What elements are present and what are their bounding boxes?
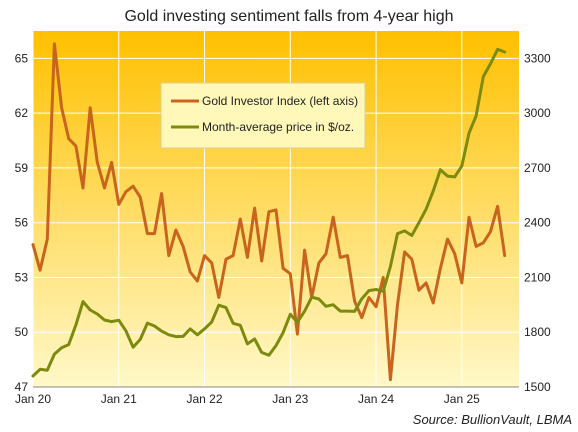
legend-box [160, 82, 366, 149]
y-left-tick-label: 53 [15, 270, 29, 284]
y-axis-right: 1500 1800 2100 2400 2700 3000 3300 [524, 51, 551, 394]
y-axis-left: 47 50 53 56 59 62 65 [15, 51, 29, 394]
legend-label-index: Gold Investor Index (left axis) [202, 94, 358, 108]
series-line-gold-investor-index [31, 42, 507, 382]
y-left-tick-label: 56 [15, 216, 29, 230]
x-tick-label: Jan 24 [358, 392, 394, 406]
y-left-tick-label: 65 [15, 51, 29, 65]
x-tick-label: Jan 23 [272, 392, 308, 406]
legend-label-price: Month-average price in $/oz. [202, 120, 354, 134]
y-right-tick-label: 2100 [524, 270, 551, 284]
x-tick-label: Jan 22 [187, 392, 223, 406]
legend: Gold Investor Index (left axis) Month-av… [160, 82, 366, 149]
y-left-tick-label: 47 [15, 380, 29, 394]
x-tick-label: Jan 25 [444, 392, 480, 406]
y-left-tick-label: 50 [15, 325, 29, 339]
source-note: Source: BullionVault, LBMA [413, 412, 572, 427]
x-tick-label: Jan 20 [15, 392, 51, 406]
y-right-tick-label: 1500 [524, 380, 551, 394]
x-axis: Jan 20 Jan 21 Jan 22 Jan 23 Jan 24 Jan 25 [15, 386, 519, 406]
chart-title: Gold investing sentiment falls from 4-ye… [124, 8, 453, 25]
y-right-tick-label: 3300 [524, 51, 551, 65]
x-tick-label: Jan 21 [101, 392, 137, 406]
y-left-tick-label: 62 [15, 106, 29, 120]
y-right-tick-label: 1800 [524, 325, 551, 339]
y-right-tick-label: 2400 [524, 216, 551, 230]
y-left-tick-label: 59 [15, 161, 29, 175]
y-right-tick-label: 2700 [524, 161, 551, 175]
series-line-month-average-price [31, 47, 507, 378]
series [31, 42, 507, 382]
y-right-tick-label: 3000 [524, 106, 551, 120]
